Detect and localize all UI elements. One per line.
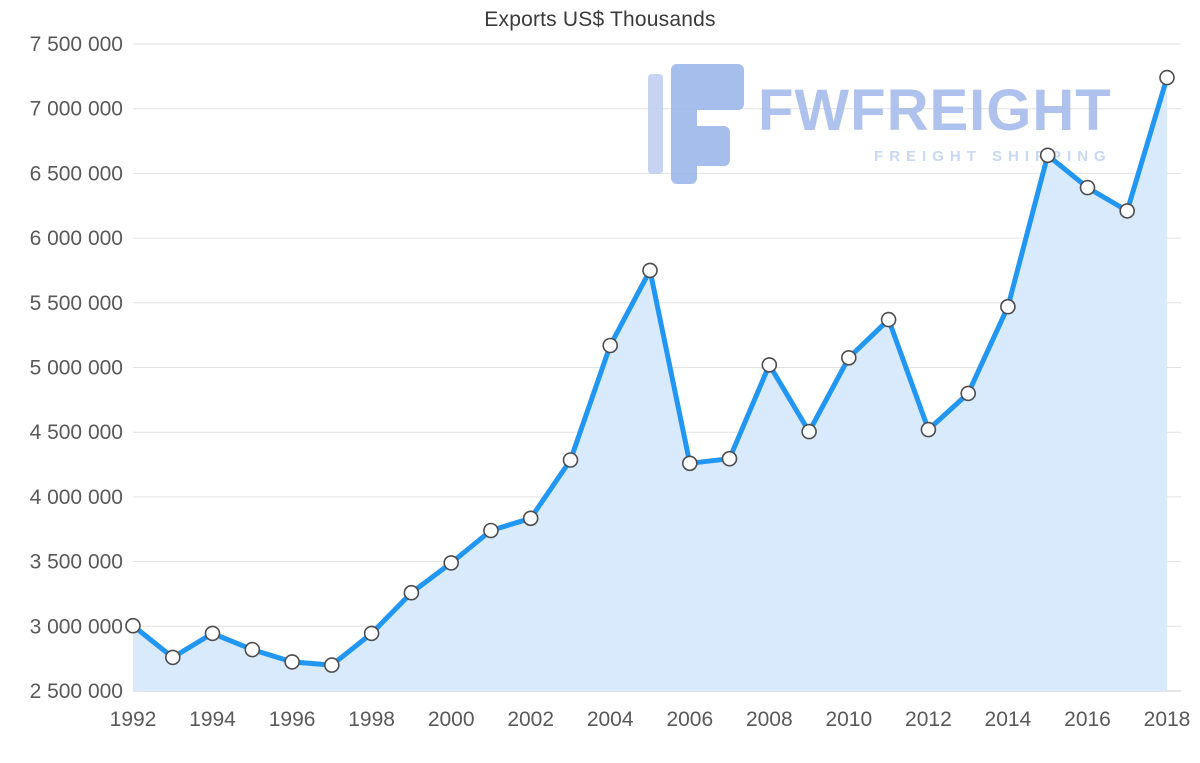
area-fill: [133, 77, 1167, 692]
chart-title: Exports US$ Thousands: [484, 8, 716, 31]
